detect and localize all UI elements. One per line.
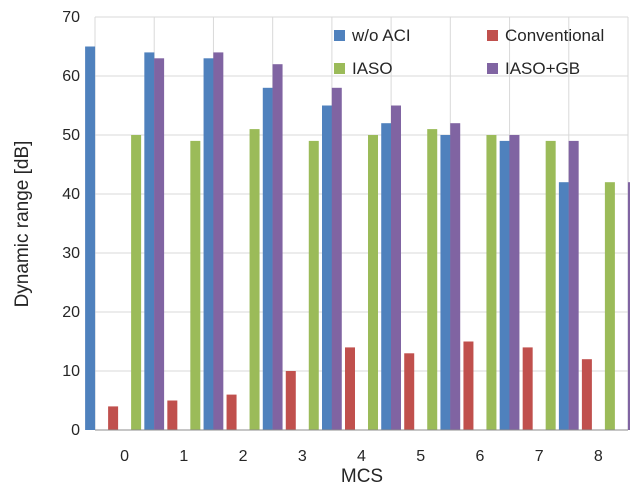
y-axis-title: Dynamic range [dB]	[12, 141, 33, 308]
bar-w-o-aci-mcs-5	[381, 123, 392, 430]
bar-iaso-gb-mcs-6	[509, 135, 520, 430]
legend-swatch	[334, 30, 345, 41]
x-tick-label: 1	[179, 448, 188, 465]
bar-iaso-mcs-6	[486, 135, 497, 430]
bar-iaso-gb-mcs-0	[154, 58, 165, 431]
bar-iaso-gb-mcs-8	[627, 182, 630, 430]
x-tick-label: 8	[594, 448, 603, 465]
legend-label: Conventional	[505, 26, 604, 45]
bar-iaso-gb-mcs-7	[568, 140, 579, 430]
bar-iaso-gb-mcs-2	[272, 64, 283, 430]
bar-conventional-mcs-5	[404, 353, 415, 430]
bar-iaso-mcs-2	[249, 129, 260, 430]
bar-iaso-mcs-4	[368, 135, 378, 430]
legend-item: IASO+GB	[487, 59, 580, 78]
legend-item: w/o ACI	[334, 26, 411, 45]
y-tick-label: 20	[62, 304, 80, 321]
bar-conventional-mcs-2	[226, 394, 237, 430]
y-tick-label: 10	[62, 363, 80, 380]
legend: w/o ACI Conventional IASO IASO+GB	[334, 26, 604, 78]
bar-w-o-aci-mcs-1	[144, 52, 155, 431]
y-tick-label: 70	[62, 9, 80, 26]
bar-conventional-mcs-1	[167, 400, 178, 430]
tick-labels: 0 10 20 30 40 50 60 70 0 1 2 3 4 5 6 7 8	[62, 9, 603, 465]
bar-iaso-mcs-1	[190, 140, 201, 430]
bar-conventional-mcs-6	[463, 341, 474, 430]
y-tick-label: 60	[62, 68, 80, 85]
y-tick-label: 30	[62, 245, 80, 262]
x-tick-label: 6	[475, 448, 484, 465]
legend-swatch	[334, 63, 345, 74]
bar-conventional-mcs-3	[285, 371, 296, 430]
bar-w-o-aci-mcs-7	[499, 140, 510, 430]
bar-conventional-mcs-4	[345, 347, 355, 430]
bars	[85, 46, 630, 431]
x-axis-title: MCS	[341, 466, 383, 487]
x-tick-label: 4	[357, 448, 366, 465]
bar-iaso-mcs-7	[545, 140, 556, 430]
bar-iaso-mcs-8	[604, 182, 615, 430]
bar-iaso-gb-mcs-1	[213, 52, 224, 431]
bar-w-o-aci-mcs-6	[440, 135, 451, 430]
x-tick-label: 3	[298, 448, 307, 465]
bar-w-o-aci-mcs-8	[558, 182, 569, 430]
y-tick-label: 40	[62, 186, 80, 203]
bar-iaso-gb-mcs-5	[450, 123, 461, 430]
bar-iaso-gb-mcs-4	[391, 105, 401, 430]
legend-swatch	[487, 63, 498, 74]
legend-item: Conventional	[487, 26, 604, 45]
legend-label: w/o ACI	[351, 26, 411, 45]
y-tick-label: 50	[62, 127, 80, 144]
bar-w-o-aci-mcs-3	[262, 87, 273, 431]
bar-iaso-mcs-3	[308, 140, 319, 430]
x-tick-label: 5	[416, 448, 425, 465]
legend-label: IASO	[352, 59, 393, 78]
bar-iaso-mcs-5	[427, 129, 438, 430]
bar-iaso-gb-mcs-3	[331, 87, 342, 431]
bar-iaso-mcs-0	[131, 135, 142, 430]
bar-w-o-aci-mcs-4	[322, 105, 332, 430]
bar-conventional-mcs-7	[522, 347, 533, 430]
y-tick-label: 0	[71, 422, 80, 439]
legend-swatch	[487, 30, 498, 41]
x-tick-label: 2	[239, 448, 248, 465]
bar-w-o-aci-mcs-2	[203, 58, 214, 431]
legend-item: IASO	[334, 59, 393, 78]
x-tick-label: 7	[535, 448, 544, 465]
x-tick-label: 0	[120, 448, 129, 465]
bar-conventional-mcs-0	[108, 406, 119, 430]
legend-label: IASO+GB	[505, 59, 580, 78]
bar-conventional-mcs-8	[581, 359, 592, 430]
bar-w-o-aci-mcs-0	[85, 46, 96, 430]
